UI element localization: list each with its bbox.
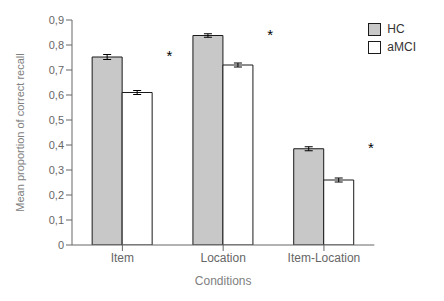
svg-text:0,1: 0,1 (49, 214, 64, 226)
svg-text:0,7: 0,7 (49, 64, 64, 76)
svg-text:0,4: 0,4 (49, 139, 64, 151)
svg-text:0: 0 (58, 239, 64, 251)
svg-text:0,2: 0,2 (49, 189, 64, 201)
svg-text:Conditions: Conditions (195, 274, 252, 288)
svg-text:Item: Item (111, 251, 134, 265)
svg-text:0,9: 0,9 (49, 14, 64, 26)
svg-text:0,6: 0,6 (49, 89, 64, 101)
svg-text:*: * (166, 47, 172, 64)
svg-text:Location: Location (200, 251, 245, 265)
html-text:HC: HC (387, 22, 405, 36)
svg-text:0,8: 0,8 (49, 39, 64, 51)
svg-text:*: * (368, 139, 374, 156)
svg-text:Item-Location: Item-Location (288, 251, 361, 265)
html-text:aMCI: aMCI (387, 40, 416, 54)
svg-text:Mean proportion of correct rec: Mean proportion of correct recall (14, 53, 26, 211)
svg-text:0,3: 0,3 (49, 164, 64, 176)
svg-text:*: * (267, 26, 273, 43)
svg-text:0,5: 0,5 (49, 114, 64, 126)
